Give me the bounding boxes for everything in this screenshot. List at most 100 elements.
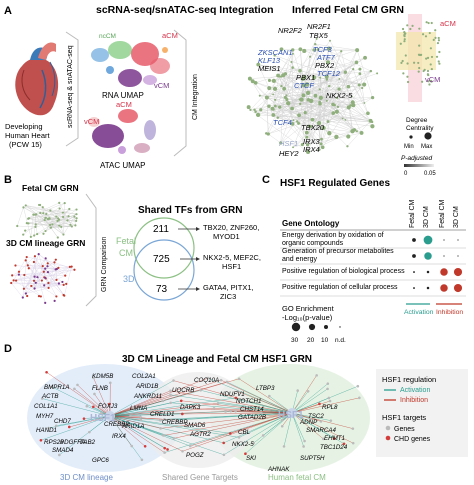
legend-chd-dot — [385, 435, 391, 441]
hsf1-edge — [291, 412, 304, 447]
mini-node — [73, 215, 76, 218]
mini-edge — [31, 285, 49, 289]
hsf1-target-node — [159, 419, 162, 422]
grn-edge — [329, 70, 371, 87]
venn-circle-3d — [133, 239, 195, 301]
go-dot — [453, 283, 463, 293]
atac-umap — [88, 109, 156, 154]
grn-node — [305, 90, 311, 96]
mini-node — [41, 206, 44, 209]
grn-node — [313, 93, 318, 98]
grn-node — [326, 46, 331, 51]
rna-umap-label: RNA UMAP — [102, 91, 144, 100]
hsf1-target-node — [237, 377, 241, 381]
venn-annot-1-a: TBX20, ZNF260, — [203, 223, 259, 232]
mini-node — [10, 281, 13, 285]
mini-edge — [17, 207, 24, 227]
grn-edge — [328, 48, 353, 103]
hsf1-target-node — [190, 407, 193, 410]
hsf1-target-node — [166, 448, 169, 451]
mini-edge — [13, 256, 27, 281]
mini-node — [32, 213, 35, 216]
hsf1-edge — [109, 415, 165, 453]
go-column-headers: Fetal CM 3D CM Fetal CM 3D CM — [409, 199, 460, 228]
hsf1-edge — [182, 412, 293, 452]
hsf1-edge — [191, 408, 293, 414]
heart-label-2: Human Heart — [5, 131, 51, 140]
mini-edge — [28, 218, 51, 228]
hsf1-gene-label-right: AHNAK — [267, 466, 290, 473]
mini-node — [47, 286, 50, 290]
hsf1-target-node — [342, 442, 346, 446]
mini-edge — [56, 268, 66, 276]
legend-inhibition: Inhibition — [400, 397, 428, 404]
mini-node — [41, 264, 44, 268]
hsf1-edge — [160, 412, 293, 429]
grn-edge — [272, 97, 338, 109]
grn-node — [267, 86, 272, 91]
grn-node — [291, 48, 295, 52]
venn-arrow-heads — [196, 227, 200, 291]
mini-node — [26, 264, 29, 267]
hsf1-edge — [109, 413, 183, 417]
grn-edge — [272, 86, 282, 109]
legend-targets-title: HSF1 targets — [382, 413, 426, 422]
side-node — [434, 29, 437, 32]
venn-annot-2-a: NKX2-5, MEF2C, — [203, 253, 261, 262]
degree-title-1: Degree — [406, 117, 428, 124]
grn-node — [290, 122, 295, 126]
grn-edge — [304, 49, 315, 78]
side-node — [426, 73, 430, 76]
hsf1-target-node — [229, 409, 233, 413]
mini-node — [26, 294, 29, 298]
mini-edge — [25, 260, 35, 277]
hsf1-target-node — [234, 396, 238, 400]
mini-edge — [44, 269, 75, 278]
panel-d-letter: D — [4, 343, 12, 355]
go-legend-value: n.d. — [335, 337, 346, 344]
grn-node — [272, 86, 278, 91]
mini-node — [34, 281, 37, 284]
hsf1-target-node — [326, 387, 329, 391]
grn-node — [358, 67, 362, 71]
gene-hsf1-grn: HSF1 — [279, 139, 298, 148]
hsf1-target-node — [109, 381, 112, 385]
mini-edge — [35, 272, 49, 283]
hsf1-gene-label-left: IRX4 — [112, 433, 126, 440]
mini-edge — [13, 276, 38, 281]
hsf1-gene-label-left: SMAD4 — [52, 447, 74, 454]
hsf1-edge — [253, 412, 293, 444]
grn-node — [315, 37, 318, 40]
grn-node — [304, 130, 309, 135]
mini-edge — [12, 271, 20, 276]
grn-edge — [277, 51, 342, 118]
hsf1-target-node — [259, 411, 263, 415]
grn-edge — [291, 61, 304, 86]
gene-pbx2: PBX2 — [315, 61, 335, 70]
side-node — [418, 44, 421, 47]
go-term: Energy derivation by oxidation of — [282, 232, 384, 239]
hsf1-gene-label-left: ANKRD11 — [133, 393, 162, 400]
venn-annot-1-b: MYOD1 — [213, 232, 240, 241]
hsf1-target-node — [92, 376, 95, 380]
side-acm: aCM — [440, 19, 456, 28]
gene-irx3: IRX3 — [303, 137, 321, 146]
grn-node — [286, 101, 291, 106]
mini-node — [44, 267, 47, 270]
fetal-grn-network — [246, 37, 379, 155]
hsf1-gene-label-mid: CREBBP — [162, 419, 188, 426]
umap-acm-bottom: aCM — [116, 100, 132, 109]
mini-edge — [50, 210, 64, 218]
grn-edge — [277, 53, 294, 76]
go-dot — [423, 235, 433, 245]
grn-edge — [293, 102, 353, 121]
grn-edge — [283, 74, 321, 104]
grn-node — [361, 86, 364, 90]
grn-node — [299, 98, 302, 102]
mini-node — [43, 218, 46, 222]
hub-hsf1-left: HSF1 — [90, 413, 116, 424]
mini-node — [45, 212, 48, 216]
hsf1-target-node — [161, 399, 165, 403]
mini-node — [42, 270, 45, 273]
grn-edge — [303, 95, 327, 102]
